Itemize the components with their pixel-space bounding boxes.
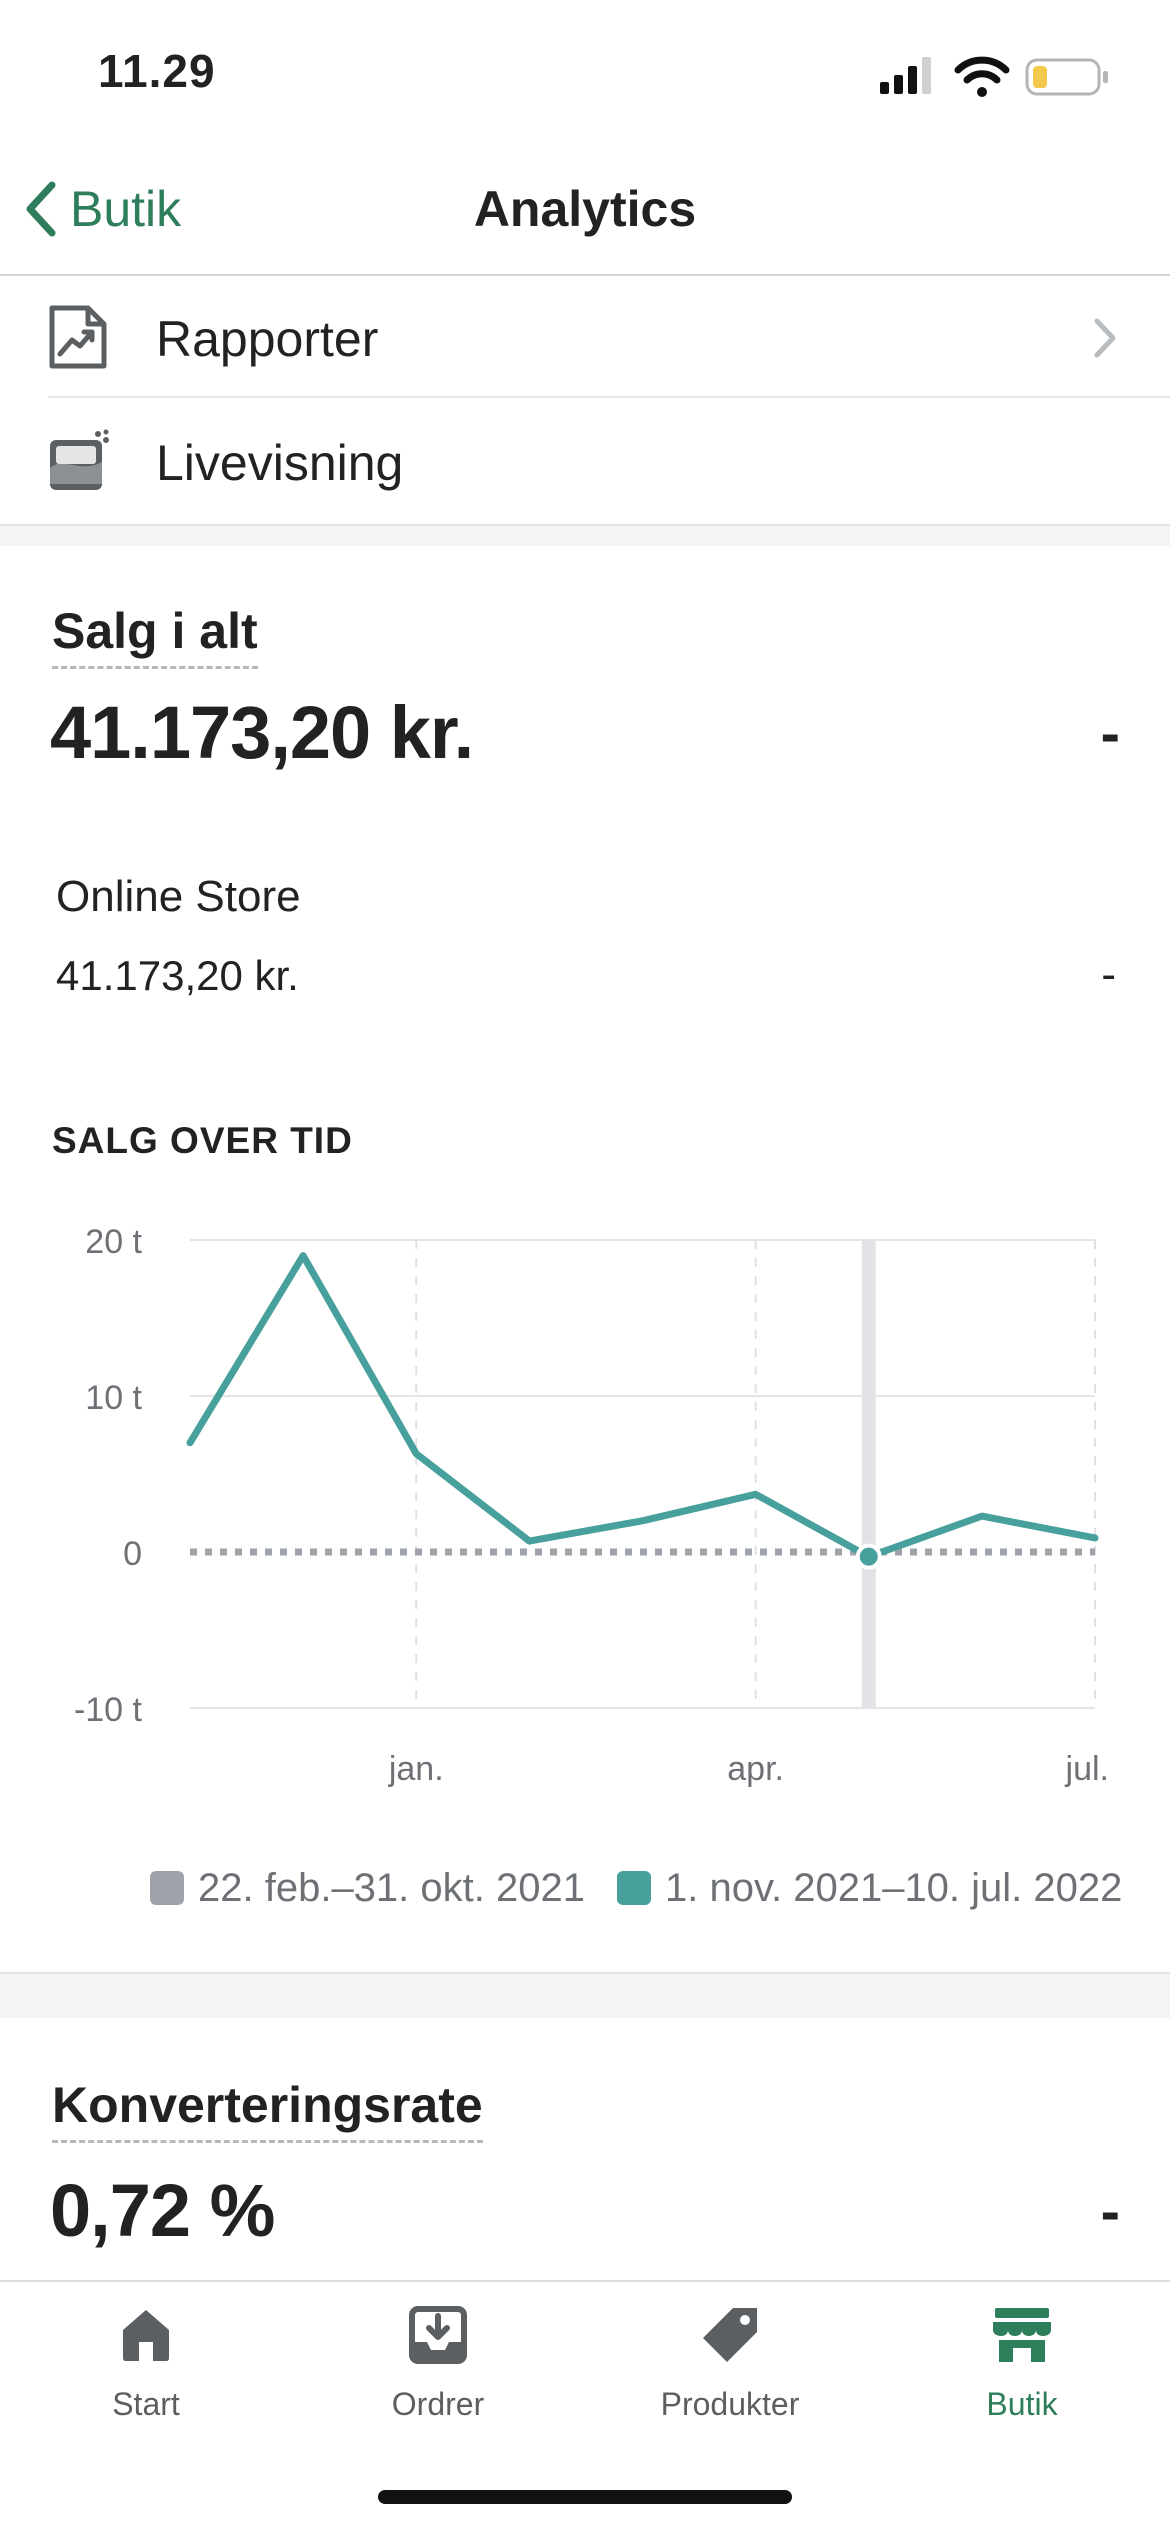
tab-start[interactable]: Start (0, 2304, 292, 2423)
legend-swatch (616, 1871, 651, 1905)
series-line-current (186, 1252, 1099, 1561)
status-bar: 11.29 (0, 0, 1170, 150)
conversion-value: 0,72 % (50, 2169, 275, 2252)
menu-item-label: Rapporter (156, 311, 379, 367)
tag-icon (703, 2308, 757, 2362)
y-tick-label: 10 t (85, 1379, 142, 1417)
chart-legend: 22. feb.–31. okt. 2021 1. nov. 2021–10. … (150, 1858, 1154, 1918)
channel-value: 41.173,20 kr. (56, 952, 299, 999)
tab-label: Produkter (660, 2386, 800, 2422)
conversion-title[interactable]: Konverteringsrate (52, 2076, 483, 2143)
tab-label: Butik (986, 2386, 1058, 2422)
x-tick-label: jan. (388, 1750, 444, 1788)
sales-total-value: 41.173,20 kr. (50, 691, 474, 774)
sales-total-change: - (1100, 701, 1120, 766)
page-title: Analytics (473, 181, 697, 237)
legend-label: 22. feb.–31. okt. 2021 (198, 1865, 585, 1910)
menu-item-rapporter[interactable]: Rapporter (0, 276, 1170, 400)
divider (48, 396, 1170, 398)
menu-item-label: Livevisning (156, 435, 404, 491)
battery-icon (1025, 58, 1108, 96)
home-indicator (378, 2490, 792, 2504)
legend-item-current: 1. nov. 2021–10. jul. 2022 (616, 1865, 1123, 1911)
chart-section-label: SALG OVER TID (52, 1120, 353, 1161)
chevron-right-icon (1094, 318, 1116, 358)
home-icon (123, 2310, 169, 2361)
tab-ordrer[interactable]: Ordrer (292, 2304, 584, 2423)
live-view-icon (50, 429, 109, 490)
store-icon (993, 2308, 1051, 2362)
status-icons (880, 56, 1108, 97)
tab-label: Start (112, 2386, 180, 2422)
menu-item-livevisning[interactable]: Livevisning (0, 400, 1170, 524)
cellular-signal-icon (880, 57, 931, 94)
legend-swatch (150, 1871, 184, 1905)
hover-indicator (861, 1240, 876, 1708)
legend-item-previous: 22. feb.–31. okt. 2021 (150, 1866, 585, 1911)
tab-label: Ordrer (391, 2386, 485, 2422)
report-icon (49, 305, 107, 369)
x-tick-label: jul. (1065, 1750, 1109, 1788)
tab-produkter[interactable]: Produkter (584, 2304, 876, 2423)
y-tick-label: 0 (123, 1535, 142, 1573)
conversion-change: - (1100, 2179, 1120, 2244)
navigation-bar: Butik Analytics (0, 150, 1170, 276)
y-tick-label: -10 t (74, 1691, 143, 1729)
chevron-left-icon (26, 181, 56, 237)
wifi-icon (954, 56, 1010, 97)
back-label: Butik (70, 181, 182, 237)
highlight-point (855, 1543, 882, 1570)
section-gap (0, 1972, 1170, 2018)
x-tick-label: apr. (727, 1750, 784, 1788)
sales-over-time-chart[interactable]: 20 t 10 t 0 -10 t jan. apr. jul. (0, 1200, 1170, 1820)
legend-label: 1. nov. 2021–10. jul. 2022 (664, 1865, 1123, 1910)
status-time: 11.29 (98, 45, 216, 97)
back-button[interactable]: Butik (20, 174, 181, 244)
channel-label: Online Store (56, 872, 301, 921)
sales-total-title[interactable]: Salg i alt (52, 602, 258, 669)
channel-change: - (1101, 950, 1116, 999)
orders-icon (409, 2306, 467, 2364)
y-tick-label: 20 t (85, 1223, 142, 1261)
tab-butik[interactable]: Butik (876, 2304, 1168, 2423)
section-gap (0, 524, 1170, 546)
